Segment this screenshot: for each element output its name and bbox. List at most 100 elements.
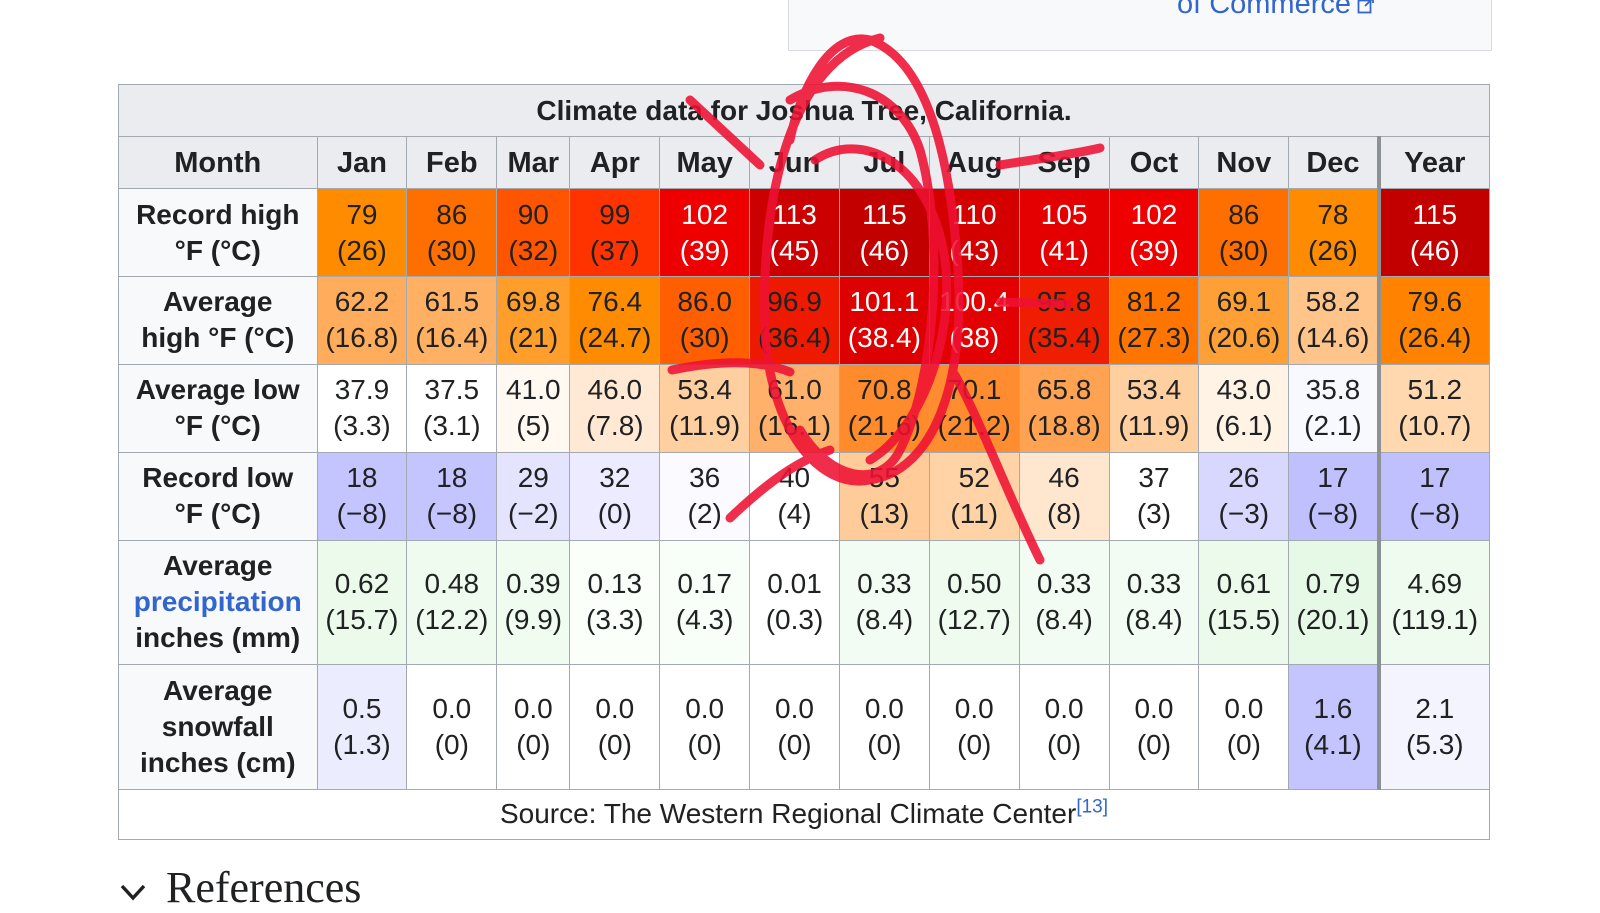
commerce-link-label[interactable]: of Commerce: [1176, 0, 1351, 20]
value-f: 61.0: [767, 374, 822, 406]
month-column-header: Apr: [569, 136, 661, 190]
value-f: 0.0: [513, 693, 553, 725]
value-c: (3.3): [586, 604, 644, 636]
value-c: (39): [679, 234, 730, 266]
data-cell: 0.39 (9.9): [496, 539, 571, 666]
value-c: (0): [597, 729, 632, 761]
data-cell: 46 (8): [1018, 451, 1110, 541]
data-cell: 0.0 (0): [496, 664, 571, 790]
value-f: 0.33: [1036, 568, 1092, 600]
row-header-text: °F (°C): [174, 410, 261, 442]
data-cell: 86 (30): [1198, 188, 1290, 278]
value-f: 41.0: [506, 374, 561, 406]
value-f: 0.0: [685, 693, 725, 725]
month-header: Month: [118, 136, 318, 190]
value-f: 76.4: [587, 286, 643, 318]
value-c: (5.3): [1406, 729, 1464, 761]
data-cell: 0.33 (8.4): [1018, 539, 1110, 666]
data-cell: 36 (2): [659, 451, 751, 541]
value-c: (0): [434, 729, 469, 761]
references-heading[interactable]: References: [118, 862, 361, 913]
data-cell: 102 (39): [659, 188, 751, 278]
year-cell: 79.6 (26.4): [1376, 276, 1490, 365]
value-c: (46): [1409, 234, 1460, 266]
data-cell: 99 (37): [569, 188, 661, 278]
month-column-header: Dec: [1288, 136, 1380, 190]
value-c: (13): [859, 498, 910, 530]
value-f: 86: [436, 198, 468, 230]
value-f: 37: [1138, 462, 1170, 494]
value-c: (12.7): [937, 604, 1011, 636]
value-c: (3.3): [333, 410, 391, 442]
value-f: 29: [517, 462, 549, 494]
data-cell: 58.2 (14.6): [1288, 276, 1380, 365]
data-cell: 95.8 (35.4): [1018, 276, 1110, 365]
table-row: Record low °F (°C) 18 (−8) 18 (−8) 29 (−2) 32 (0)…: [118, 451, 1490, 541]
value-f: 4.69: [1407, 568, 1463, 600]
data-cell: 110 (43): [928, 188, 1020, 278]
data-cell: 40 (4): [749, 451, 840, 541]
value-f: 18: [346, 462, 378, 494]
month-column-header: Jul: [838, 136, 930, 190]
value-c: (−8): [1409, 498, 1461, 530]
data-cell: 43.0 (6.1): [1198, 363, 1290, 453]
data-cell: 0.0 (0): [838, 664, 930, 790]
value-f: 102: [681, 198, 729, 230]
row-header-text: Record high: [136, 198, 300, 230]
value-f: 105: [1040, 198, 1088, 230]
row-header-text: Average: [163, 675, 273, 707]
row-header-text: high °F (°C): [141, 322, 295, 354]
value-c: (8.4): [1125, 604, 1183, 636]
data-cell: 101.1 (38.4): [838, 276, 930, 365]
references-heading-label: References: [166, 863, 362, 912]
value-c: (16.4): [415, 322, 489, 354]
commerce-link[interactable]: of Commerce: [1177, 0, 1375, 21]
table-row: Record high °F (°C) 79 (26) 86 (30) 90 (32) 99 (3…: [118, 188, 1490, 278]
data-cell: 0.0 (0): [749, 664, 840, 790]
value-f: 69.8: [506, 286, 561, 318]
value-f: 0.01: [767, 568, 822, 600]
value-f: 0.33: [1126, 568, 1182, 600]
value-f: 115: [1412, 198, 1458, 230]
data-cell: 115 (46): [838, 188, 930, 278]
chevron-down-icon[interactable]: [118, 877, 148, 907]
row-header-text: inches (cm): [139, 747, 296, 779]
value-f: 96.9: [767, 286, 822, 318]
month-column-header: Mar: [496, 136, 571, 190]
value-c: (0): [1226, 729, 1261, 761]
value-f: 53.4: [677, 374, 732, 406]
year-cell: 17 (−8): [1376, 451, 1490, 541]
value-c: (41): [1039, 234, 1089, 266]
value-f: 51.2: [1407, 374, 1463, 406]
value-c: (2): [687, 498, 722, 530]
month-column-header: May: [659, 136, 751, 190]
precipitation-link[interactable]: precipitation: [133, 586, 302, 618]
data-cell: 70.1 (21.2): [928, 363, 1020, 453]
value-c: (0): [1136, 729, 1172, 761]
data-cell: 0.79 (20.1): [1288, 539, 1380, 666]
citation-link[interactable]: [13]: [1076, 797, 1109, 819]
year-column-header: Year: [1376, 136, 1490, 190]
data-cell: 0.5 (1.3): [316, 664, 408, 790]
row-header-text: Average: [163, 286, 273, 318]
value-c: (0): [957, 729, 992, 761]
data-cell: 17 (−8): [1288, 451, 1380, 541]
data-cell: 86 (30): [406, 188, 498, 278]
data-cell: 0.50 (12.7): [928, 539, 1020, 666]
value-c: (21.6): [847, 410, 921, 442]
value-c: (26): [337, 234, 387, 266]
data-cell: 102 (39): [1108, 188, 1200, 278]
value-f: 70.1: [946, 374, 1002, 406]
value-c: (18.8): [1027, 410, 1101, 442]
value-c: (4.1): [1304, 729, 1362, 761]
value-f: 79: [346, 198, 378, 230]
value-f: 0.61: [1216, 568, 1272, 600]
value-c: (11.9): [669, 410, 741, 442]
value-c: (30): [426, 234, 477, 266]
value-f: 86.0: [677, 286, 732, 318]
value-f: 40: [778, 462, 811, 494]
data-cell: 35.8 (2.1): [1288, 363, 1380, 453]
table-row: Average high °F (°C) 62.2 (16.8) 61.5 (16.4) 6…: [118, 276, 1490, 365]
value-f: 0.50: [946, 568, 1002, 600]
data-cell: 46.0 (7.8): [569, 363, 661, 453]
